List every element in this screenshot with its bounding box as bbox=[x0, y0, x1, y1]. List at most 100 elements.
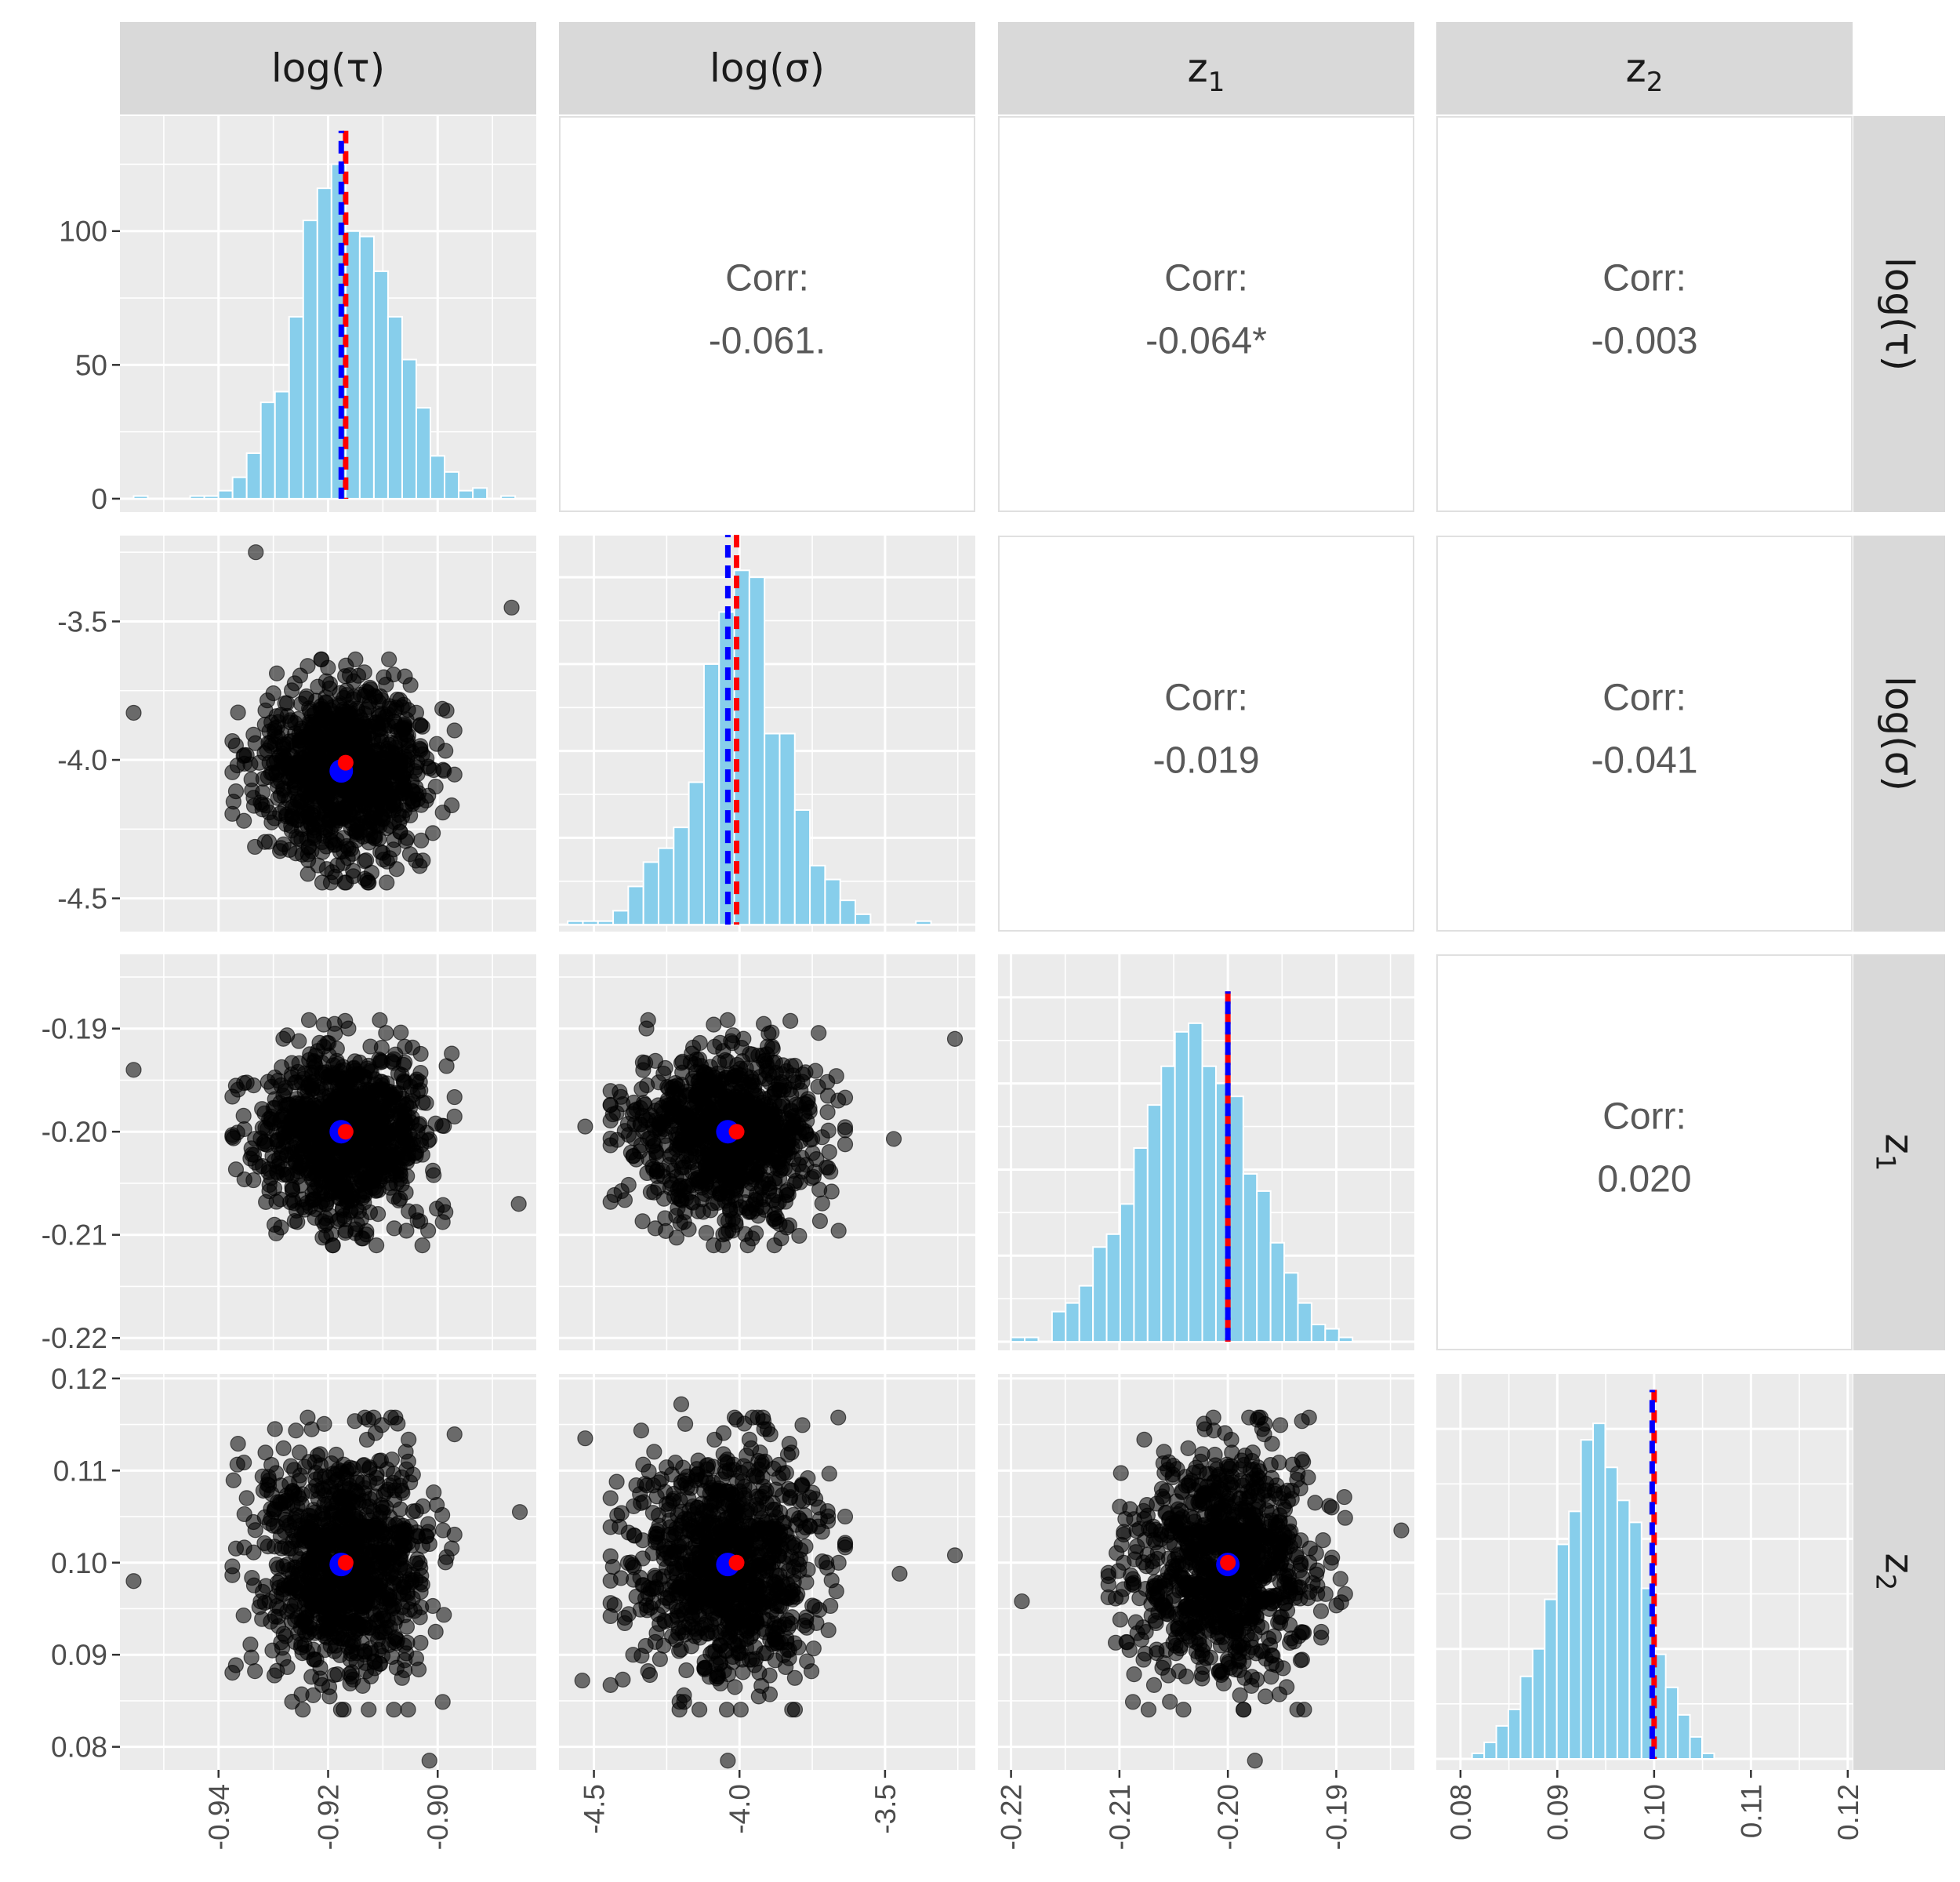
scatter-point bbox=[279, 1027, 296, 1044]
scatter-point bbox=[361, 1158, 377, 1175]
scatter-point bbox=[821, 1466, 837, 1482]
column-strip bbox=[998, 22, 1414, 114]
scatter-point bbox=[946, 1030, 964, 1047]
scatter-point bbox=[662, 1148, 678, 1164]
scatter-point bbox=[315, 1016, 332, 1033]
scatter-point bbox=[321, 1586, 338, 1602]
scatter-point bbox=[700, 1084, 717, 1100]
scatter-point bbox=[267, 736, 283, 753]
scatter-point bbox=[356, 664, 372, 681]
scatter-point bbox=[314, 1230, 331, 1246]
scatter-point bbox=[675, 1182, 692, 1198]
corr-value: -0.003 bbox=[1591, 321, 1697, 362]
scatter-point bbox=[125, 704, 142, 721]
scatter-point bbox=[336, 1702, 352, 1718]
scatter-point bbox=[399, 1634, 416, 1651]
scatter-points bbox=[125, 544, 520, 891]
scatter-point bbox=[330, 1190, 347, 1206]
scatter-point bbox=[828, 1068, 844, 1085]
scatter-point bbox=[336, 874, 353, 891]
scatter-point bbox=[719, 1053, 735, 1070]
scatter-point bbox=[374, 845, 391, 861]
scatter-point bbox=[752, 1099, 768, 1117]
scatter-point bbox=[349, 816, 365, 833]
scatter-point bbox=[263, 814, 280, 830]
scatter-point bbox=[336, 843, 352, 859]
scatter-point bbox=[732, 1156, 750, 1172]
histogram-bar bbox=[444, 470, 460, 500]
scatter-point bbox=[446, 1088, 463, 1106]
histogram-bar bbox=[1310, 1324, 1327, 1343]
scatter-point bbox=[399, 830, 416, 846]
scatter-point bbox=[399, 1522, 416, 1539]
scatter-point bbox=[245, 790, 262, 806]
scatter-point bbox=[248, 544, 264, 561]
scatter-point bbox=[289, 812, 305, 829]
histogram-bar bbox=[1133, 1147, 1149, 1343]
histogram-bar bbox=[401, 358, 417, 500]
histogram-bar bbox=[1051, 1310, 1067, 1343]
scatter-point bbox=[354, 1608, 370, 1625]
scatter-point bbox=[771, 1150, 788, 1167]
scatter-point bbox=[245, 1146, 263, 1163]
scatter-point bbox=[269, 1158, 286, 1175]
scatter-point bbox=[305, 1170, 321, 1187]
scatter-point bbox=[294, 1191, 310, 1208]
row-strip bbox=[1853, 954, 1945, 1350]
scatter-point bbox=[318, 688, 334, 706]
histogram-bar bbox=[1256, 1190, 1272, 1343]
scatter-point bbox=[227, 1161, 245, 1178]
true-value-marker bbox=[728, 1124, 745, 1140]
scatter-point bbox=[683, 1126, 700, 1143]
histogram-bar bbox=[688, 781, 705, 926]
histogram-bar bbox=[793, 808, 811, 926]
scatter-point bbox=[730, 1092, 746, 1108]
scatter-point bbox=[345, 719, 361, 736]
histogram-bar bbox=[203, 495, 220, 500]
scatter-point bbox=[691, 1173, 707, 1190]
scatter-point bbox=[224, 805, 241, 822]
scatter-point bbox=[830, 1409, 847, 1426]
scatter-point bbox=[414, 1538, 430, 1554]
scatter-point bbox=[238, 1490, 255, 1506]
scatter-point bbox=[387, 1409, 404, 1426]
scatter-point bbox=[307, 1110, 323, 1128]
scatter-point bbox=[263, 1456, 280, 1473]
scatter-point bbox=[371, 1582, 387, 1598]
scatter-point bbox=[359, 1534, 376, 1550]
histogram-bar bbox=[1078, 1284, 1094, 1343]
scatter-point bbox=[259, 1482, 275, 1499]
histogram-bar bbox=[1242, 1172, 1258, 1343]
histogram-bar bbox=[612, 910, 630, 926]
scatter-point bbox=[429, 1201, 445, 1217]
histogram-bar bbox=[1065, 1302, 1080, 1343]
corr-label: Corr: bbox=[1164, 678, 1248, 719]
scatter-point bbox=[224, 1567, 241, 1583]
scatter-point bbox=[316, 1415, 332, 1432]
corr-label: Corr: bbox=[1602, 678, 1686, 719]
scatter-point bbox=[604, 1558, 621, 1575]
scatter-point bbox=[616, 1123, 633, 1139]
scatter-point bbox=[386, 1189, 402, 1205]
scatter-point bbox=[756, 1015, 772, 1032]
scatter-point bbox=[224, 764, 241, 780]
scatter-point bbox=[381, 1477, 398, 1494]
scatter-point bbox=[402, 1474, 419, 1491]
scatter-point bbox=[412, 858, 428, 874]
scatter-point bbox=[303, 1669, 320, 1685]
scatter-point bbox=[359, 745, 376, 762]
scatter-point bbox=[225, 1472, 241, 1488]
scatter-point bbox=[426, 1484, 442, 1501]
scatter-point bbox=[410, 785, 427, 801]
corr-panel bbox=[998, 116, 1414, 512]
scatter-point bbox=[790, 1157, 808, 1173]
column-strip bbox=[1436, 22, 1853, 114]
scatter-point bbox=[292, 1444, 308, 1461]
scatter-point bbox=[412, 1064, 429, 1081]
scatter-point bbox=[332, 781, 348, 798]
scatter-point bbox=[245, 1172, 262, 1189]
scatter-point bbox=[714, 1091, 731, 1107]
scatter-point bbox=[764, 1116, 781, 1132]
scatter-point bbox=[349, 1148, 365, 1165]
corr-value: -0.061. bbox=[709, 321, 826, 362]
